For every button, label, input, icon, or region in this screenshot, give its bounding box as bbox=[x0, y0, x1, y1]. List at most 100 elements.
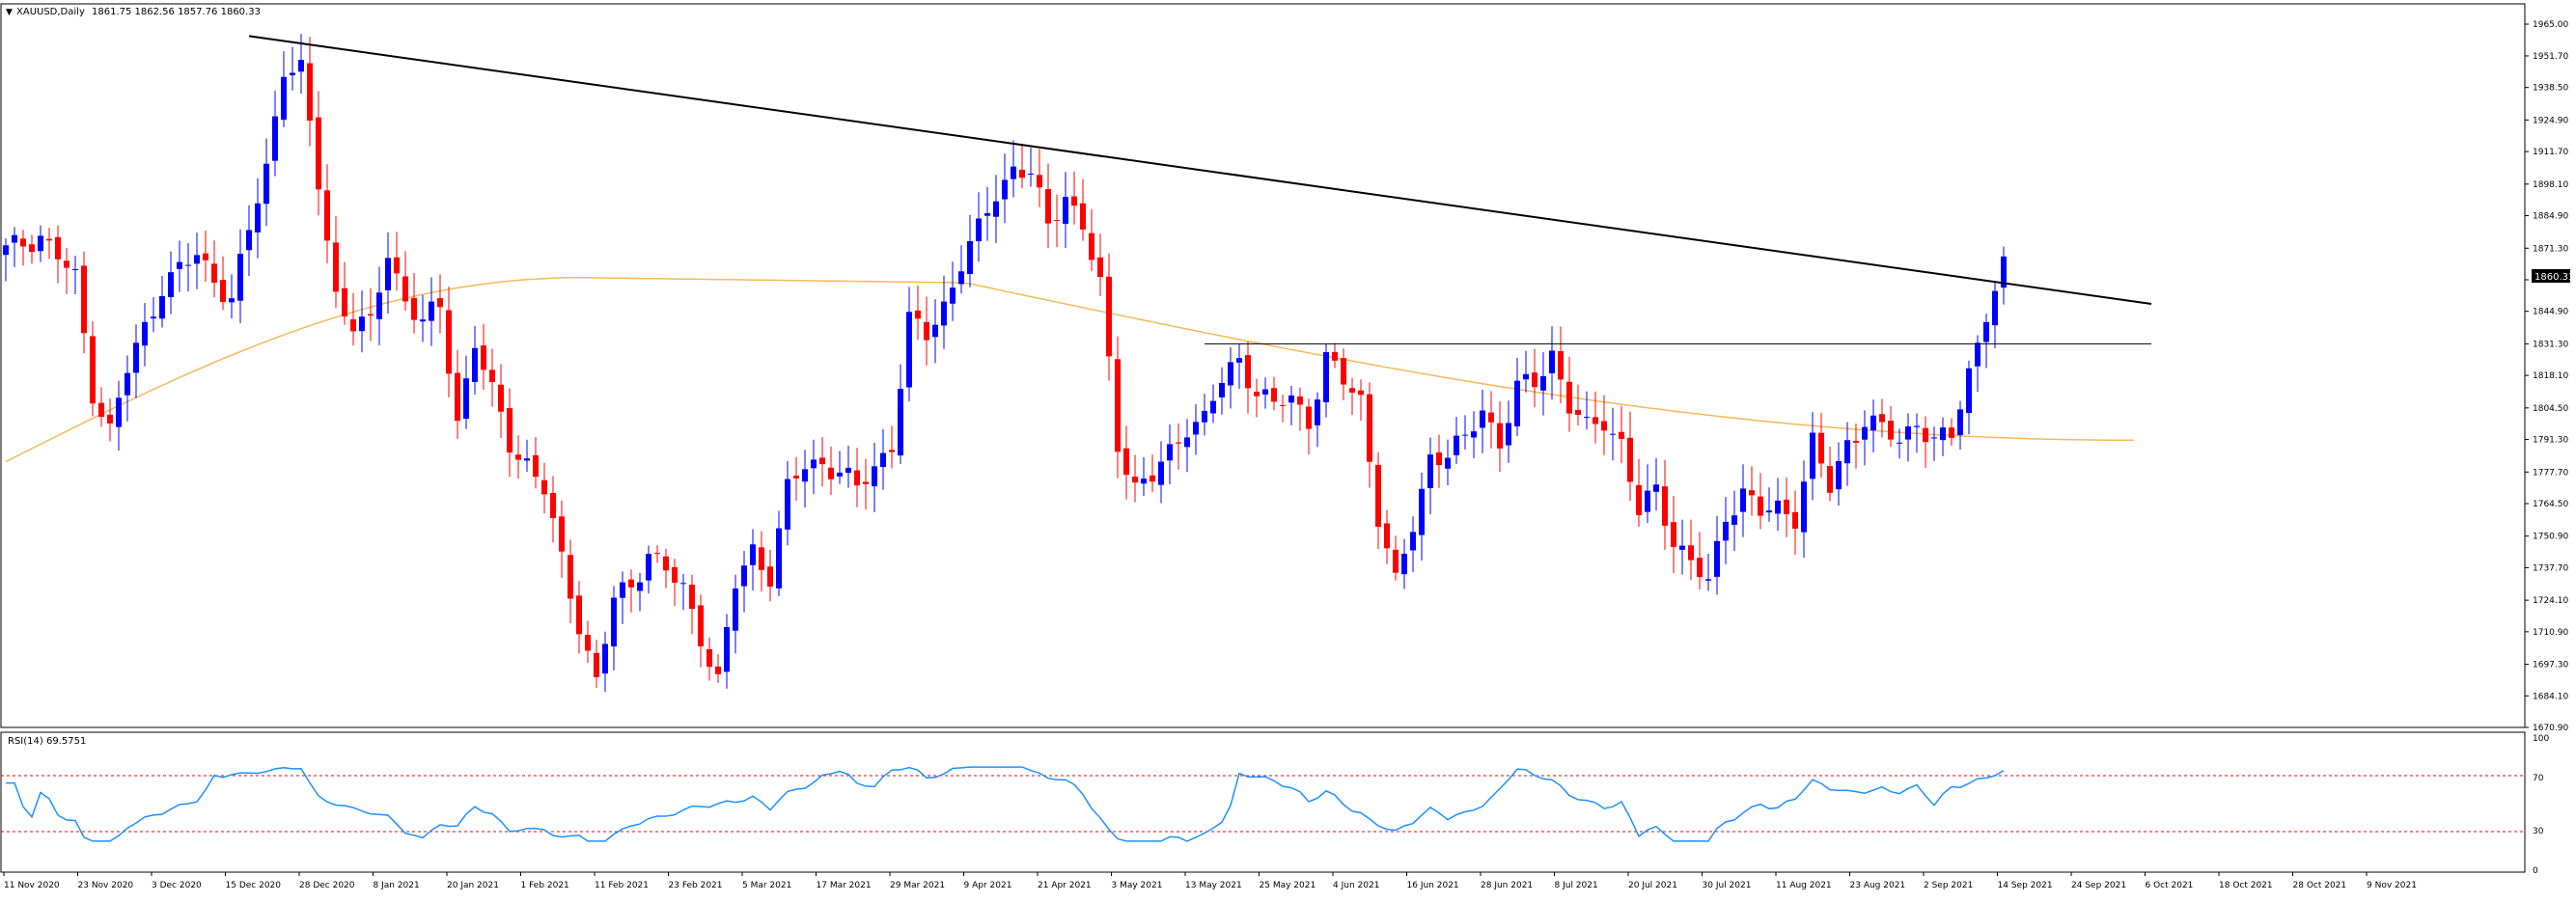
candle-body bbox=[1688, 545, 1694, 561]
candle-body bbox=[359, 316, 365, 332]
candle-body bbox=[229, 298, 235, 303]
candle-body bbox=[1784, 499, 1789, 514]
candle-body bbox=[837, 472, 843, 477]
candle-body bbox=[1141, 479, 1147, 484]
candle-body bbox=[611, 597, 617, 647]
date-tick-label: 24 Sep 2021 bbox=[2071, 881, 2126, 890]
candle-body bbox=[350, 318, 356, 332]
candle-body bbox=[1879, 414, 1885, 423]
candle-body bbox=[1818, 432, 1824, 464]
price-tick-label: 1818.10 bbox=[2533, 371, 2568, 381]
candle-body bbox=[1731, 515, 1737, 525]
candle-body bbox=[880, 452, 886, 467]
chart-header-arrow[interactable]: ▼ bbox=[6, 8, 13, 17]
current-price-tag bbox=[2532, 269, 2570, 283]
candle-body bbox=[1271, 388, 1277, 402]
candle-body bbox=[1749, 490, 1755, 496]
moving-average-line bbox=[5, 276, 2134, 463]
candle-body bbox=[950, 287, 956, 304]
candle-body bbox=[733, 588, 738, 631]
candle-body bbox=[1358, 390, 1364, 396]
candle-body bbox=[1245, 355, 1251, 389]
price-tick-label: 1844.90 bbox=[2533, 308, 2568, 317]
candle-body bbox=[168, 272, 174, 298]
candle-body bbox=[3, 245, 9, 256]
candle-body bbox=[1280, 404, 1286, 406]
moving-average-layer bbox=[5, 276, 2134, 463]
candle-body bbox=[98, 402, 104, 418]
candle-body bbox=[1636, 484, 1642, 516]
candle-body bbox=[1975, 342, 1980, 367]
candle-body bbox=[628, 579, 634, 588]
rsi-line bbox=[6, 766, 2005, 842]
candle-body bbox=[429, 301, 434, 321]
price-tick-label: 1710.90 bbox=[2533, 628, 2568, 638]
candle-body bbox=[1645, 490, 1650, 512]
symbol-label: XAUUSD,Daily bbox=[16, 7, 85, 17]
price-tick-label: 1911.70 bbox=[2533, 148, 2568, 157]
candle-body bbox=[1375, 464, 1381, 528]
candle-body bbox=[1792, 511, 1798, 529]
date-tick-label: 17 Mar 2021 bbox=[817, 881, 872, 890]
candle-body bbox=[1697, 558, 1703, 578]
candle-body bbox=[1584, 417, 1590, 419]
candle-body bbox=[1957, 409, 1963, 436]
candle-body bbox=[689, 585, 695, 610]
candles-layer bbox=[3, 34, 2007, 693]
candle-body bbox=[1532, 372, 1537, 388]
candle-body bbox=[1853, 440, 1859, 443]
candle-body bbox=[211, 263, 217, 284]
candle-body bbox=[568, 555, 573, 599]
candle-body bbox=[802, 469, 808, 482]
candle-body bbox=[976, 218, 982, 242]
candle-body bbox=[411, 297, 417, 320]
candle-body bbox=[1037, 175, 1042, 188]
candle-body bbox=[324, 190, 330, 241]
candle-body bbox=[1132, 477, 1138, 483]
candle-body bbox=[142, 321, 148, 346]
candle-body bbox=[906, 312, 912, 388]
candle-body bbox=[1775, 500, 1781, 514]
candle-body bbox=[984, 213, 990, 216]
price-tick-label: 1898.10 bbox=[2533, 180, 2568, 190]
candle-body bbox=[185, 264, 191, 266]
candle-body bbox=[1262, 389, 1268, 395]
candle-body bbox=[64, 260, 69, 268]
date-tick-label: 30 Jul 2021 bbox=[1703, 881, 1752, 890]
date-tick-label: 23 Feb 2021 bbox=[669, 881, 723, 890]
date-tick-label: 8 Jul 2021 bbox=[1555, 881, 1598, 890]
candle-body bbox=[1488, 412, 1494, 423]
candle-body bbox=[1167, 444, 1173, 461]
candle-body bbox=[1549, 350, 1555, 373]
price-tick-label: 1750.90 bbox=[2533, 533, 2568, 542]
rsi-pane bbox=[0, 731, 2526, 873]
date-tick-label: 21 Apr 2021 bbox=[1038, 881, 1092, 890]
date-tick-label: 28 Dec 2020 bbox=[299, 881, 355, 890]
candle-body bbox=[472, 347, 478, 382]
candle-body bbox=[559, 516, 565, 552]
price-tick-label: 1938.50 bbox=[2533, 84, 2568, 94]
candle-body bbox=[342, 287, 347, 317]
candle-body bbox=[1862, 426, 1868, 440]
candle-body bbox=[1480, 410, 1485, 428]
candle-body bbox=[1966, 368, 1972, 414]
candle-body bbox=[46, 238, 52, 241]
candle-body bbox=[680, 583, 686, 585]
candle-body bbox=[1601, 421, 1607, 431]
candle-body bbox=[915, 310, 921, 319]
price-axis: 1965.00 1951.70 1938.50 1924.90 1911.70 1898.… bbox=[2525, 20, 2568, 733]
candle-body bbox=[81, 265, 87, 334]
date-tick-label: 28 Oct 2021 bbox=[2293, 881, 2347, 890]
candle-body bbox=[1341, 358, 1346, 385]
candle-body bbox=[255, 203, 261, 233]
candle-body bbox=[741, 565, 747, 587]
candle-body bbox=[1089, 233, 1094, 260]
candle-body bbox=[72, 269, 78, 271]
date-tick-label: 3 Dec 2020 bbox=[152, 881, 202, 890]
candle-body bbox=[594, 652, 599, 677]
candle-body bbox=[376, 292, 382, 319]
rsi-label: RSI(14) 69.5751 bbox=[8, 736, 86, 747]
candle-body bbox=[446, 310, 452, 374]
candle-body bbox=[1897, 442, 1902, 444]
candle-body bbox=[489, 369, 495, 382]
